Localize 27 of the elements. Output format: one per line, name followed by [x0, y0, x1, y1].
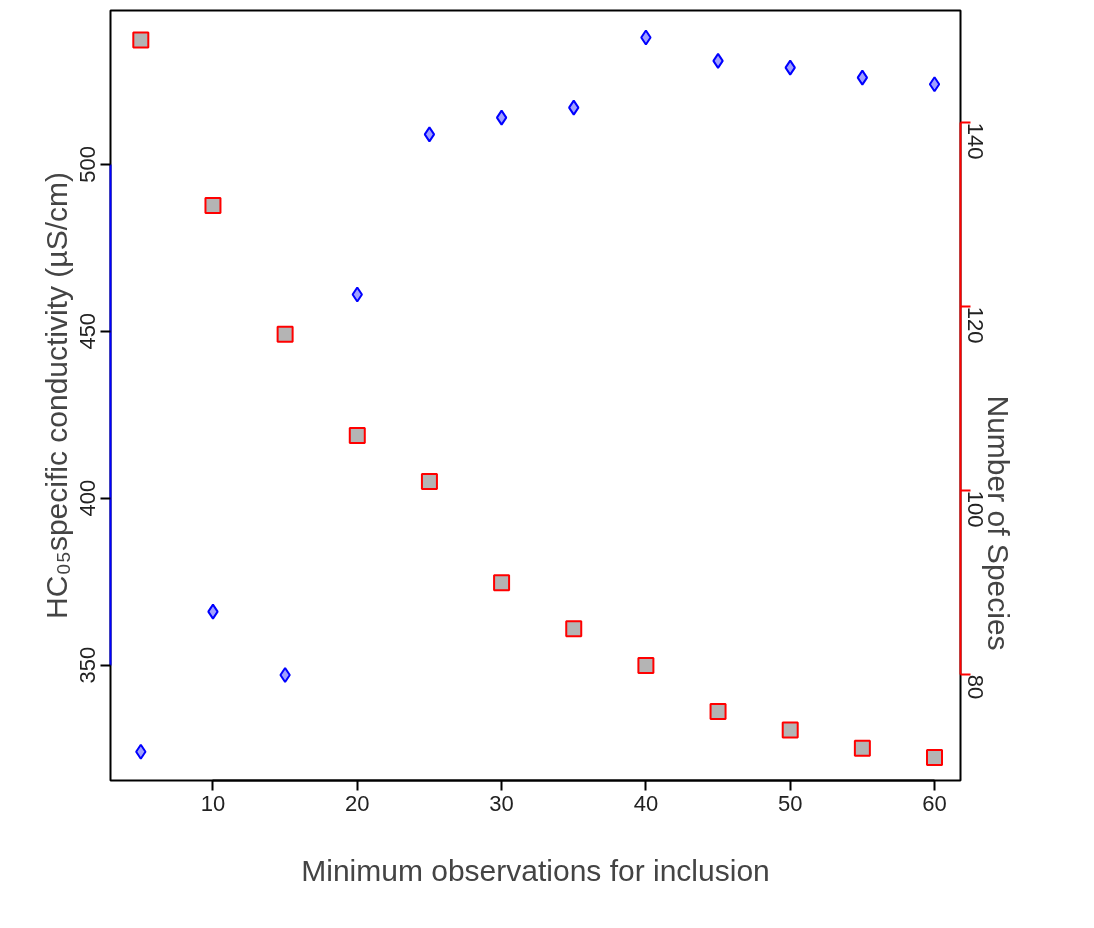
x-tick-label: 10: [200, 790, 226, 816]
point: [423, 126, 436, 143]
point: [279, 667, 291, 684]
y-axis-title: HC₀₅specific conductivity (µS/cm): [39, 172, 73, 619]
point: [640, 29, 652, 46]
y-tick-label: 350: [75, 646, 101, 684]
y2-tick-label: 120: [963, 306, 988, 344]
x-tick-label: 20: [345, 790, 370, 816]
point: [568, 99, 580, 116]
point: [856, 69, 869, 86]
x-tick-label: 30: [489, 790, 514, 816]
point: [207, 603, 219, 620]
point: [928, 76, 941, 93]
point: [784, 59, 796, 76]
y-tick-label: 400: [75, 479, 101, 517]
y-tick-label: 500: [75, 146, 101, 183]
y-tick-label: 450: [75, 312, 101, 350]
point: [495, 109, 508, 126]
point: [351, 286, 363, 303]
point: [135, 743, 147, 760]
y2-tick-label: 80: [963, 674, 988, 700]
y2-tick-label: 140: [963, 122, 988, 160]
x-tick-label: 50: [777, 790, 803, 816]
x-axis-title: Minimum observations for inclusion: [301, 853, 770, 887]
x-tick-label: 40: [633, 790, 659, 816]
x-tick-label: 60: [922, 790, 947, 816]
point: [712, 52, 724, 69]
